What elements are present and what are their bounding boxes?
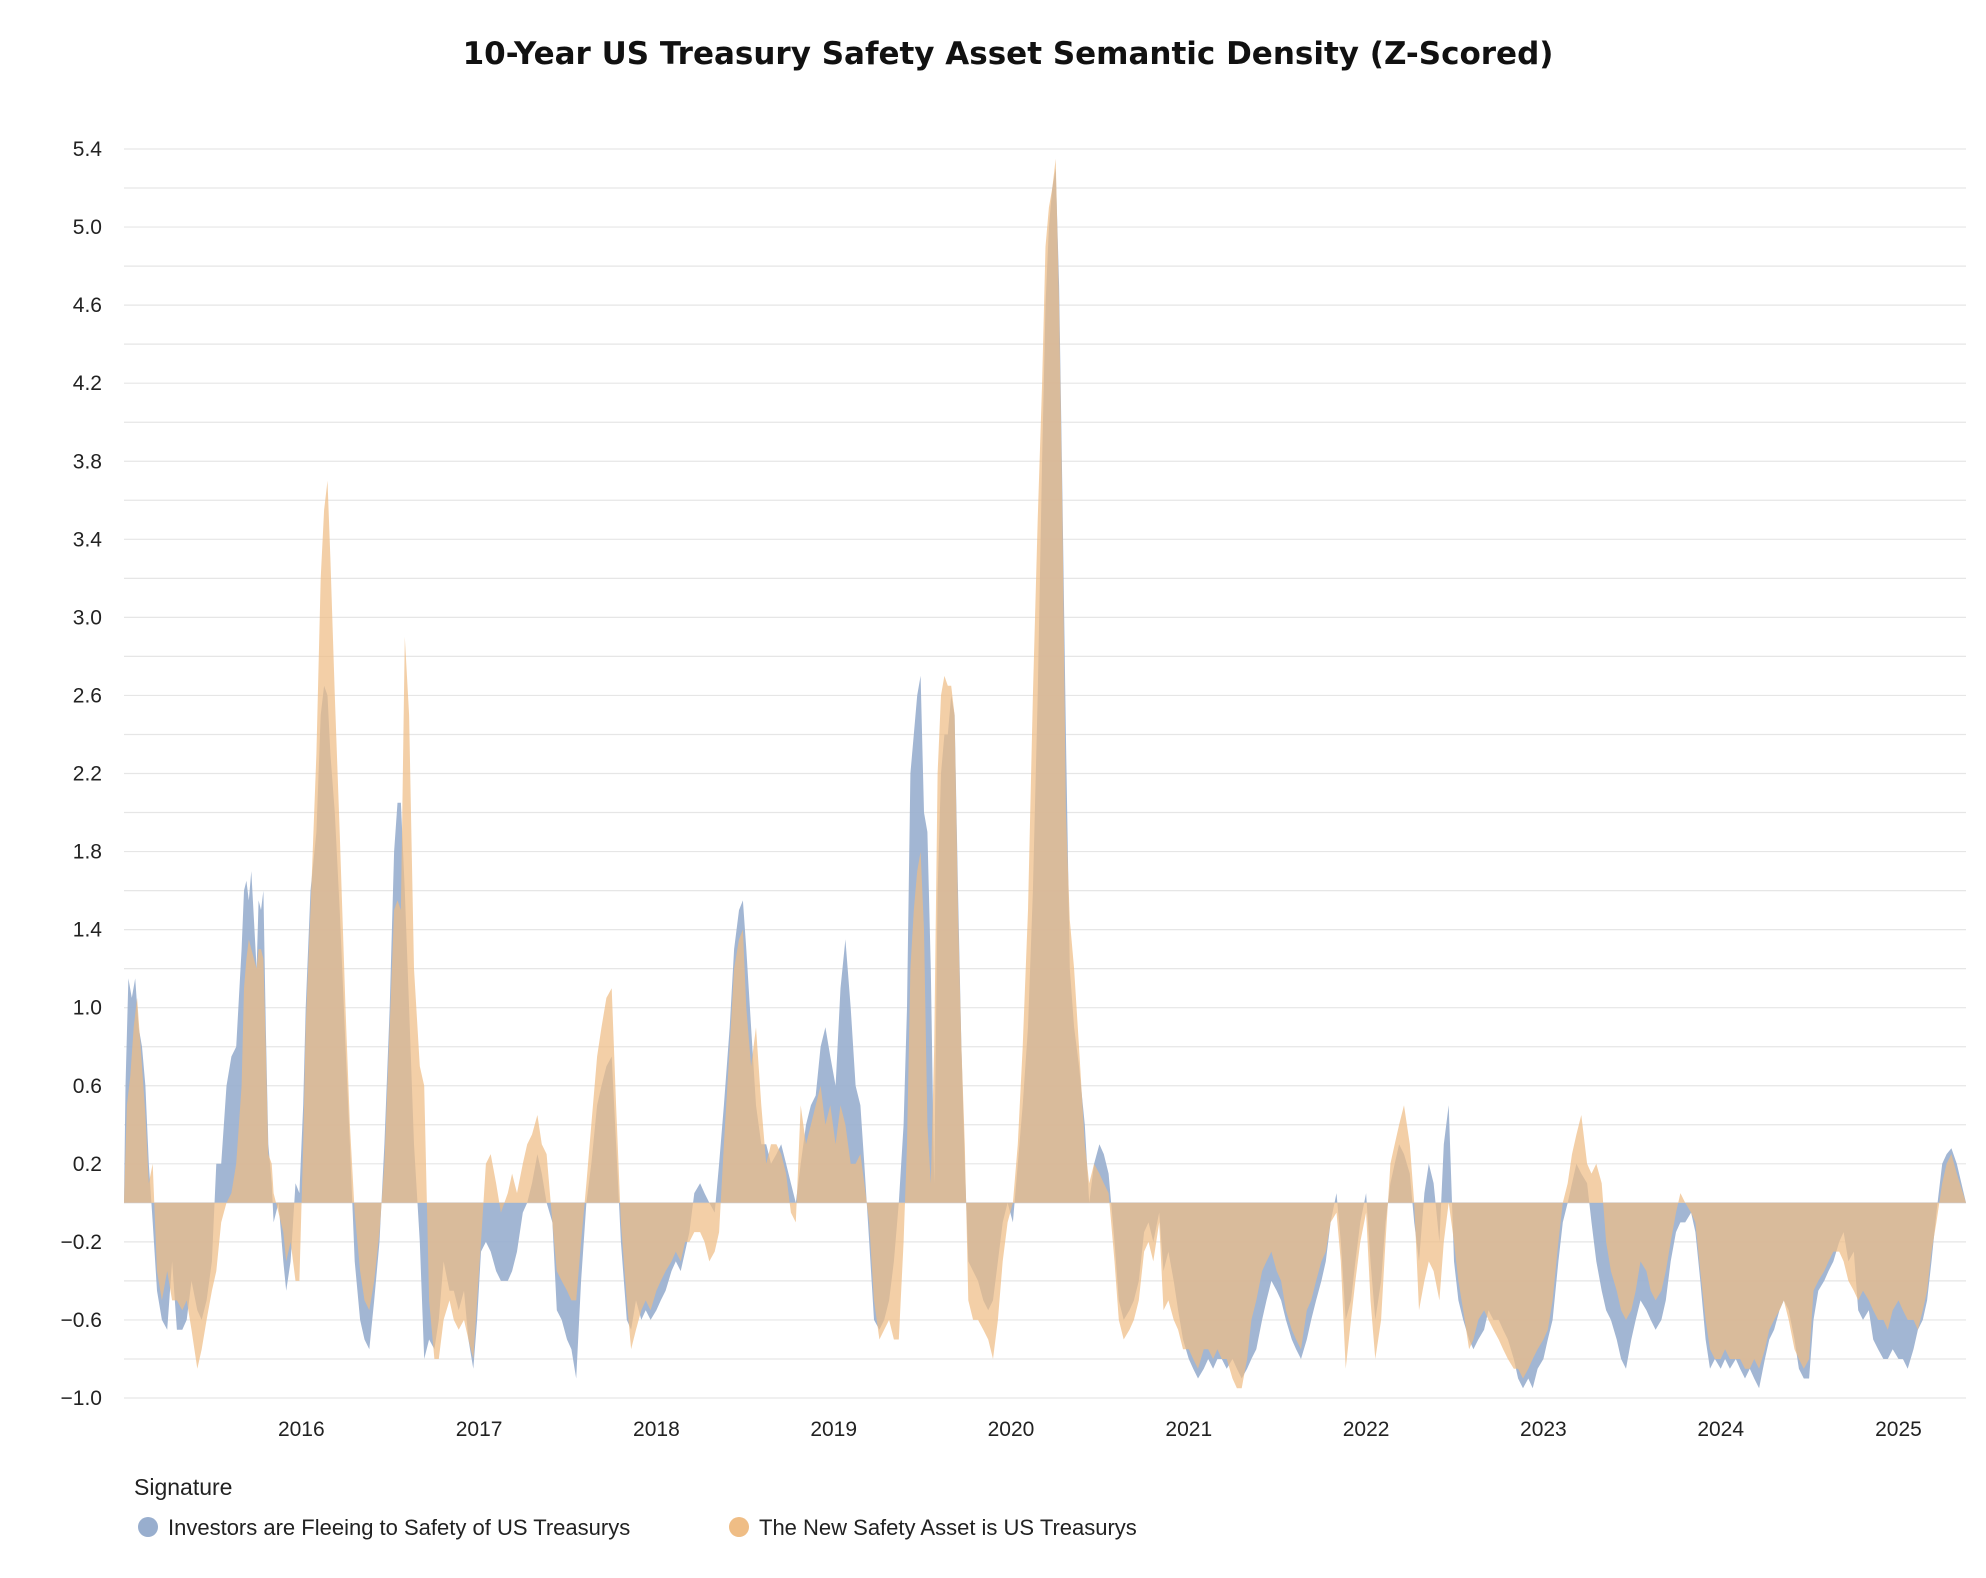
y-tick-label: 3.4 (73, 528, 103, 551)
y-tick-label: 2.2 (73, 763, 102, 786)
y-tick-label: 1.8 (73, 841, 102, 864)
x-tick-label: 2017 (456, 1418, 503, 1441)
x-tick-label: 2024 (1697, 1418, 1744, 1441)
y-tick-label: 1.4 (73, 919, 103, 942)
y-tick-label: 5.4 (73, 138, 103, 161)
y-tick-label: 5.0 (73, 216, 102, 239)
legend-label-new-safety-asset[interactable]: The New Safety Asset is US Treasurys (759, 1515, 1137, 1540)
area-series (124, 158, 1966, 1389)
x-tick-label: 2025 (1875, 1418, 1922, 1441)
x-tick-label: 2020 (988, 1418, 1035, 1441)
area-new-safety-asset (124, 158, 1966, 1389)
x-tick-label: 2022 (1343, 1418, 1390, 1441)
y-tick-label: 3.0 (73, 606, 102, 629)
y-tick-label: 2.6 (73, 684, 102, 707)
y-tick-label: 0.2 (73, 1153, 102, 1176)
y-tick-label: −0.2 (61, 1231, 102, 1254)
x-tick-label: 2018 (633, 1418, 680, 1441)
x-tick-label: 2023 (1520, 1418, 1567, 1441)
y-tick-label: −1.0 (61, 1387, 102, 1410)
legend-title: Signature (134, 1474, 232, 1500)
chart-title: 10-Year US Treasury Safety Asset Semanti… (463, 36, 1554, 72)
x-tick-label: 2021 (1165, 1418, 1212, 1441)
y-tick-label: 4.2 (73, 372, 102, 395)
y-tick-label: 3.8 (73, 450, 102, 473)
legend-label-fleeing[interactable]: Investors are Fleeing to Safety of US Tr… (168, 1515, 630, 1540)
y-axis-ticks: 5.4 5.0 4.6 4.2 3.8 3.4 3.0 2.6 2.2 1.8 1.4 1.0 0.6 0… (61, 138, 103, 1410)
legend: Signature Investors are Fleeing to Safet… (134, 1474, 1137, 1540)
x-tick-label: 2016 (278, 1418, 325, 1441)
x-tick-label: 2019 (810, 1418, 857, 1441)
y-tick-label: 1.0 (73, 997, 102, 1020)
y-tick-label: 0.6 (73, 1075, 102, 1098)
x-axis-ticks: 2016 2017 2018 2019 2020 2021 2022 2023 2024 2025 (278, 1418, 1922, 1441)
legend-swatch-fleeing (138, 1517, 158, 1537)
y-tick-label: 4.6 (73, 294, 102, 317)
y-tick-label: −0.6 (61, 1309, 102, 1332)
legend-swatch-new-safety-asset (729, 1517, 749, 1537)
